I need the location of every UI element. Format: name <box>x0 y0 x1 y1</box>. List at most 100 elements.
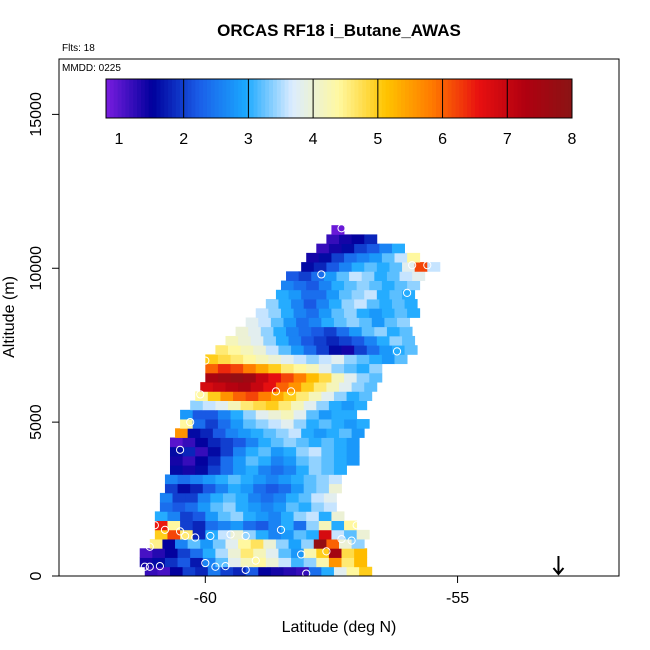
heatmap-cell <box>331 363 345 374</box>
heatmap-cell <box>268 308 282 318</box>
heatmap-cell <box>265 474 279 485</box>
heatmap-cell <box>180 520 194 531</box>
sample-marker <box>201 558 210 568</box>
heatmap-cell <box>389 289 403 300</box>
heatmap-cell <box>202 483 216 494</box>
heatmap-cell <box>391 345 405 355</box>
heatmap-cell <box>286 492 300 503</box>
heatmap-cell <box>366 345 380 355</box>
heatmap-cell <box>326 289 340 300</box>
sample-marker <box>145 542 154 551</box>
colorbar-segment <box>234 79 239 118</box>
heatmap-cell <box>296 465 310 475</box>
sample-marker <box>297 550 306 559</box>
heatmap-cell <box>356 419 370 429</box>
sample-marker <box>286 387 296 396</box>
heatmap-cell <box>308 465 322 475</box>
heatmap-cell <box>346 446 360 457</box>
heatmap-cell <box>263 428 277 438</box>
heatmap-cell <box>270 317 284 328</box>
heatmap-cell <box>404 299 418 309</box>
y-tick-label: 10000 <box>28 246 45 291</box>
flights-label: Flts: 18 <box>62 43 95 54</box>
heatmap-cell <box>180 511 194 522</box>
heatmap-cell <box>205 372 219 383</box>
colorbar-segment <box>354 79 359 118</box>
sample-marker <box>175 527 185 536</box>
heatmap-cell <box>228 548 242 558</box>
heatmap-cell <box>278 483 292 494</box>
heatmap-cell <box>278 345 292 355</box>
heatmap-cell <box>172 492 186 503</box>
heatmap-cell <box>389 262 403 272</box>
heatmap-cell <box>233 391 247 401</box>
heatmap-cell <box>192 511 206 522</box>
heatmap-cell <box>280 520 294 531</box>
heatmap-cell <box>220 566 234 577</box>
colorbar-segment <box>238 79 243 118</box>
heatmap-cell <box>359 391 373 401</box>
heatmap-cell <box>318 280 332 291</box>
heatmap-cell <box>215 557 229 568</box>
heatmap-cell <box>356 363 370 374</box>
heatmap-cell <box>200 382 214 392</box>
heatmap-cell <box>217 511 231 522</box>
heatmap-cell <box>318 372 332 383</box>
colorbar-segment <box>540 79 546 118</box>
heatmap-cell <box>344 529 358 540</box>
heatmap-cell <box>220 446 234 457</box>
colorbar-segment <box>521 79 526 118</box>
heatmap-cell <box>167 520 181 531</box>
heatmap-cell <box>220 391 234 401</box>
heatmap-cell <box>207 465 221 475</box>
heatmap-cell <box>328 483 342 494</box>
heatmap-cell <box>159 492 173 503</box>
heatmap-cell <box>162 539 176 549</box>
heatmap-cell <box>296 446 310 457</box>
heatmap-cell <box>341 243 355 254</box>
heatmap-cell <box>250 428 264 438</box>
heatmap-cell <box>328 299 342 309</box>
heatmap-cell <box>268 511 282 522</box>
heatmap-cell <box>318 520 332 531</box>
heatmap-cell <box>217 419 231 429</box>
heatmap-cell <box>296 391 310 401</box>
heatmap-cell <box>339 428 353 438</box>
colorbar-segment <box>401 79 406 118</box>
heatmap-cell <box>394 252 408 263</box>
heatmap-cell <box>270 391 284 401</box>
colorbar-segment <box>195 79 200 118</box>
heatmap-cell <box>195 446 209 457</box>
colorbar-segment <box>350 79 356 118</box>
sample-marker <box>337 224 346 233</box>
heatmap-cell <box>356 529 370 540</box>
heatmap-cell <box>349 271 363 281</box>
heatmap-cell <box>336 271 350 281</box>
sample-marker <box>271 387 281 396</box>
colorbar-tick-label: 6 <box>438 131 447 148</box>
colorbar-segment <box>529 79 534 118</box>
sample-marker <box>251 556 260 565</box>
heatmap-cell <box>248 502 262 512</box>
colorbar-segment <box>323 79 328 118</box>
colorbar-segment <box>416 79 422 118</box>
heatmap-cell <box>265 345 279 355</box>
heatmap-cell <box>318 511 332 522</box>
y-axis-label: Altitude (m) <box>1 276 18 358</box>
colorbar-segment <box>265 79 270 118</box>
heatmap-cell <box>306 252 320 263</box>
heatmap-cell <box>402 335 416 346</box>
heatmap-cell <box>233 455 247 466</box>
heatmap-cell <box>202 400 216 411</box>
heatmap-cell <box>364 382 378 392</box>
heatmap-cell <box>225 382 239 392</box>
colorbar-segment <box>230 79 235 118</box>
colorbar-segment <box>191 79 196 118</box>
heatmap-cell <box>278 548 292 558</box>
heatmap-cell <box>331 280 345 291</box>
heatmap-cell <box>177 483 191 494</box>
colorbar-segment <box>393 79 398 118</box>
heatmap-cell <box>301 289 315 300</box>
colorbar-segment <box>276 79 282 118</box>
